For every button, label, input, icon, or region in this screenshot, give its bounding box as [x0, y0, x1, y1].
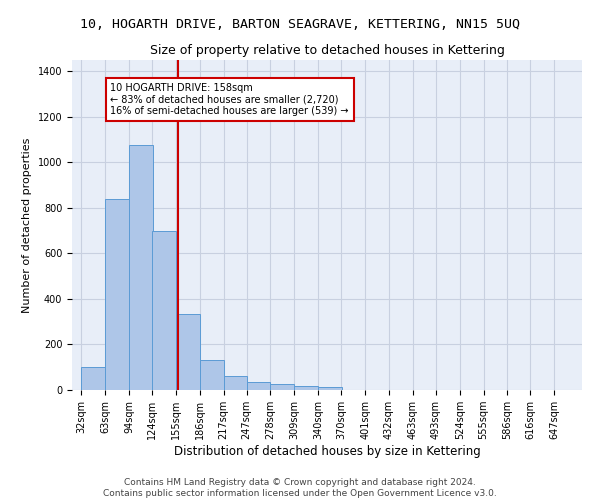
- Bar: [176, 314, 200, 390]
- Bar: [81, 367, 105, 390]
- Bar: [318, 386, 342, 390]
- Bar: [224, 376, 247, 390]
- Text: 10 HOGARTH DRIVE: 158sqm
← 83% of detached houses are smaller (2,720)
16% of sem: 10 HOGARTH DRIVE: 158sqm ← 83% of detach…: [110, 83, 349, 116]
- Bar: [247, 382, 271, 390]
- Text: Contains HM Land Registry data © Crown copyright and database right 2024.
Contai: Contains HM Land Registry data © Crown c…: [103, 478, 497, 498]
- Bar: [295, 386, 318, 390]
- Bar: [200, 360, 224, 390]
- Bar: [105, 199, 129, 390]
- X-axis label: Distribution of detached houses by size in Kettering: Distribution of detached houses by size …: [173, 445, 481, 458]
- Bar: [271, 384, 295, 390]
- Bar: [152, 230, 176, 390]
- Bar: [129, 146, 153, 390]
- Text: 10, HOGARTH DRIVE, BARTON SEAGRAVE, KETTERING, NN15 5UQ: 10, HOGARTH DRIVE, BARTON SEAGRAVE, KETT…: [80, 18, 520, 30]
- Y-axis label: Number of detached properties: Number of detached properties: [22, 138, 32, 312]
- Title: Size of property relative to detached houses in Kettering: Size of property relative to detached ho…: [149, 44, 505, 58]
